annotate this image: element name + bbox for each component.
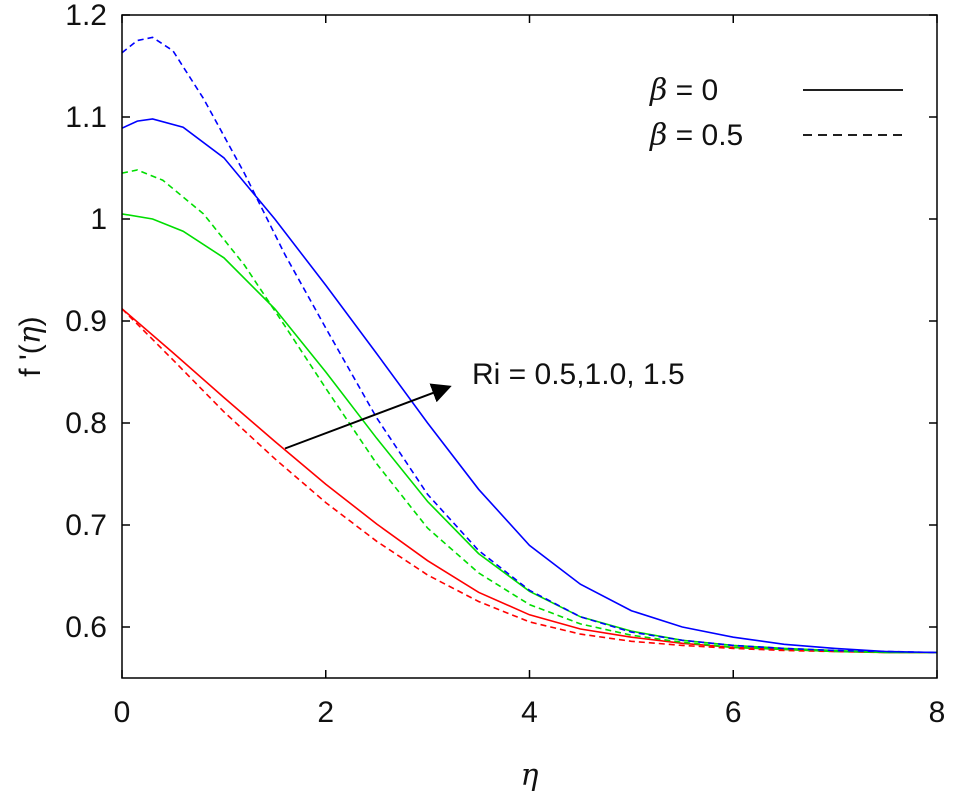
x-axis-label: η (521, 758, 539, 793)
y-tick-label: 1.1 (65, 101, 107, 134)
y-tick-label: 1 (90, 203, 107, 236)
y-tick-label: 0.9 (65, 305, 107, 338)
x-tick-label: 0 (114, 696, 131, 729)
series-line-blue-solid (121, 118, 938, 654)
y-tick-label: 0.8 (65, 407, 107, 440)
x-tick-label: 6 (725, 696, 742, 729)
y-tick-label: 0.6 (65, 611, 107, 644)
ticks-layer (121, 14, 938, 678)
y-tick-label: 1.2 (65, 0, 107, 32)
legend-entry: β = 0.5 (649, 118, 903, 153)
series-line-red-dashed (121, 308, 937, 654)
x-tick-label: 4 (521, 696, 538, 729)
labels-layer: 0 2 4 6 8 0.6 0.7 0.8 0.9 1 1.1 1.2 η f '(η) (13, 0, 945, 793)
legend-label: β = 0.5 (649, 118, 743, 153)
plot-frame (121, 14, 938, 679)
legend: β = 0 β = 0.5 (649, 73, 903, 153)
annotation-label: Ri = 0.5,1.0, 1.5 (472, 358, 685, 391)
x-tick-label: 2 (317, 696, 334, 729)
annotation-arrow (284, 383, 452, 450)
legend-entry: β = 0 (649, 73, 903, 108)
legend-label: β = 0 (649, 73, 718, 108)
series-layer (121, 36, 938, 654)
y-axis-label: f '(η) (13, 316, 48, 376)
x-tick-label: 8 (929, 696, 946, 729)
series-line-blue-dashed (121, 36, 938, 654)
series-line-green-dashed (121, 169, 937, 654)
y-tick-label: 0.7 (65, 509, 107, 542)
series-line-green-solid (121, 213, 937, 654)
annotation: Ri = 0.5,1.0, 1.5 (284, 358, 685, 450)
